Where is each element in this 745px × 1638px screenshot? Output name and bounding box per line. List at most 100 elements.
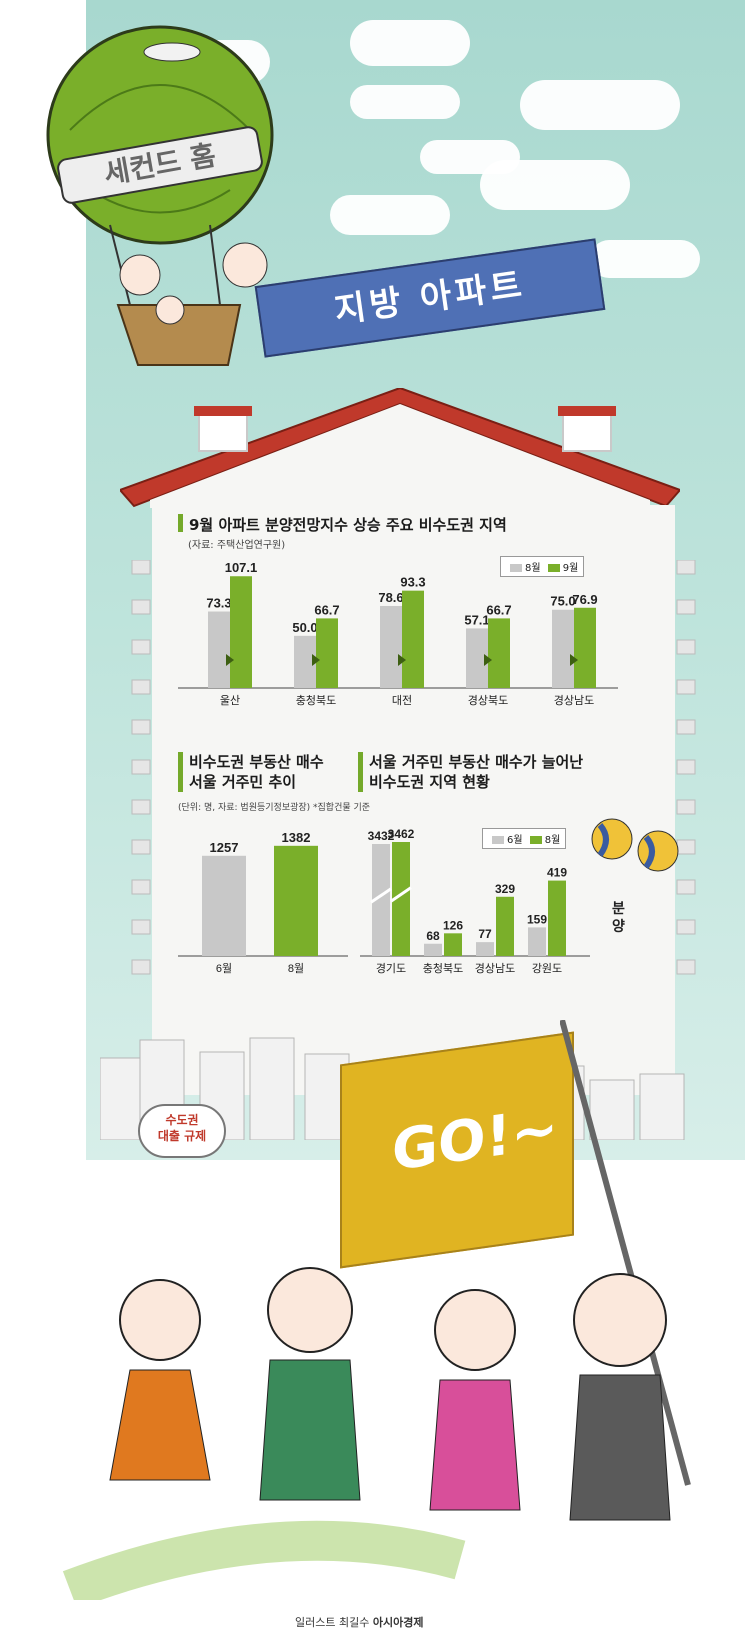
chart3-value-label: 159 bbox=[527, 912, 547, 926]
chart3-value-label: 3462 bbox=[388, 827, 415, 841]
legend-9월: 9월 bbox=[562, 563, 579, 574]
chart3-bar bbox=[476, 942, 494, 956]
chart3-title: 서울 거주민 부동산 매수가 늘어난 비수도권 지역 현황 bbox=[358, 752, 583, 792]
speech-line1: 수도권 bbox=[165, 1113, 199, 1127]
chart3-category-label: 경기도 bbox=[376, 962, 406, 975]
chart3-category-label: 강원도 bbox=[532, 962, 562, 975]
chart3-bar bbox=[372, 844, 390, 956]
chart1-bar bbox=[488, 618, 510, 688]
illustration-credit: 일러스트 최길수 아시아경제 bbox=[295, 1614, 423, 1630]
legend-8월: 8월 bbox=[525, 563, 541, 574]
chart2-title: 비수도권 부동산 매수 서울 거주민 추이 bbox=[178, 752, 324, 792]
chart3-axis-break bbox=[390, 886, 412, 903]
chart1-bar bbox=[294, 635, 316, 688]
chart3-value-label: 419 bbox=[547, 866, 567, 880]
credit-prefix: 일러스트 최길수 bbox=[295, 1616, 370, 1629]
chart1-bar bbox=[574, 607, 596, 688]
chimney-right bbox=[558, 406, 616, 452]
chart2-category-label: 6월 bbox=[216, 962, 232, 975]
chart1-value-label: 78.6 bbox=[378, 590, 403, 605]
chart1-legend: 8월 9월 bbox=[500, 556, 585, 577]
chart1-value-label: 66.7 bbox=[314, 602, 339, 617]
chart1-value-label: 66.7 bbox=[486, 602, 511, 617]
chart2-bar bbox=[274, 845, 318, 956]
chart3-title-line1: 서울 거주민 부동산 매수가 늘어난 bbox=[369, 753, 584, 771]
chart1-title: 9월 아파트 분양전망지수 상승 주요 비수도권 지역 bbox=[178, 514, 507, 535]
chart1-bar bbox=[466, 628, 488, 688]
chart3-bar bbox=[548, 880, 566, 956]
running-people bbox=[62, 1267, 671, 1600]
chart1-plot: 73.3107.1울산50.066.7충청북도78.693.3대전57.166.… bbox=[178, 560, 618, 707]
chart2-title-line2: 서울 거주민 추이 bbox=[189, 773, 297, 791]
chart1-value-label: 50.0 bbox=[292, 620, 317, 635]
chart3-bar bbox=[528, 927, 546, 956]
chart1-category-label: 대전 bbox=[392, 694, 412, 707]
chart2-title-line1: 비수도권 부동산 매수 bbox=[189, 753, 324, 771]
chart1-arrow-icon bbox=[398, 654, 406, 666]
credit-brand: 아시아경제 bbox=[372, 1616, 424, 1629]
chart3-category-label: 충청북도 bbox=[423, 962, 463, 975]
chart1-title-text: 9월 아파트 분양전망지수 상승 주요 비수도권 지역 bbox=[189, 516, 507, 534]
cloud bbox=[350, 20, 470, 66]
chart1-bar bbox=[316, 618, 338, 688]
chart1-bar bbox=[380, 605, 402, 688]
chart1-bar bbox=[208, 611, 230, 688]
chart3-legend: 6월 8월 bbox=[482, 828, 567, 849]
flag-label: GO!~ bbox=[392, 1095, 559, 1185]
chart1-value-label: 93.3 bbox=[400, 575, 425, 590]
legend-6월: 6월 bbox=[507, 835, 523, 846]
chart3-value-label: 126 bbox=[443, 918, 463, 932]
cloud bbox=[350, 85, 460, 119]
cloud bbox=[330, 195, 450, 235]
cloud bbox=[590, 240, 700, 278]
cloud bbox=[520, 80, 680, 130]
chart2-value-label: 1257 bbox=[210, 840, 239, 855]
chimney-left bbox=[194, 406, 252, 452]
chart1-category-label: 경상남도 bbox=[554, 694, 594, 707]
chart1-category-label: 충청북도 bbox=[296, 694, 336, 707]
chart2-category-label: 8월 bbox=[288, 962, 304, 975]
chart1-arrow-icon bbox=[484, 654, 492, 666]
party-balloons bbox=[591, 818, 679, 872]
chart1-arrow-icon bbox=[312, 654, 320, 666]
chart3-category-label: 경상남도 bbox=[475, 962, 515, 975]
chart1-value-label: 107.1 bbox=[225, 560, 258, 575]
chart3-value-label: 3432 bbox=[368, 829, 395, 843]
chart2-value-label: 1382 bbox=[282, 830, 311, 845]
chart1-value-label: 57.1 bbox=[464, 612, 489, 627]
windows-right bbox=[676, 560, 696, 975]
chart2-bar bbox=[202, 855, 246, 956]
go-flag: GO!~ bbox=[340, 1031, 574, 1269]
chart3-bar bbox=[496, 896, 514, 956]
flag-pole bbox=[560, 1020, 691, 1486]
chart3-axis-break bbox=[370, 887, 392, 904]
cloud bbox=[480, 160, 630, 210]
chart2-plot: 1257 6월 1382 8월 bbox=[178, 830, 348, 975]
house-roof bbox=[120, 388, 680, 508]
chart1-value-label: 76.9 bbox=[572, 592, 597, 607]
chart3-bar bbox=[424, 943, 442, 956]
chart3-bar bbox=[444, 933, 462, 956]
chart1-bar bbox=[230, 576, 252, 688]
chart1-category-label: 울산 bbox=[220, 694, 240, 707]
chart2-note: (단위: 명, 자료: 법원등기정보광장) *집합건물 기준 bbox=[178, 803, 371, 813]
chart1-bar bbox=[402, 590, 424, 688]
chart3-value-label: 77 bbox=[478, 927, 492, 941]
chart3-value-label: 68 bbox=[426, 929, 440, 943]
chart3-value-label: 329 bbox=[495, 882, 515, 896]
chart1-arrow-icon bbox=[226, 654, 234, 666]
speech-line2: 대출 규제 bbox=[157, 1129, 207, 1143]
chart1-arrow-icon bbox=[570, 654, 578, 666]
chart3-title-line2: 비수도권 지역 현황 bbox=[369, 773, 490, 791]
chart1-bar bbox=[552, 609, 574, 688]
chart1-value-label: 75.0 bbox=[550, 594, 575, 609]
tag-vertical-label: 분양 bbox=[612, 901, 625, 935]
chart1-category-label: 경상북도 bbox=[468, 694, 508, 707]
legend-8월: 8월 bbox=[544, 835, 561, 846]
chart1-source: (자료: 주택산업연구원) bbox=[188, 540, 286, 551]
chart1-value-label: 73.3 bbox=[206, 596, 231, 611]
speech-bubble: 수도권 대출 규제 bbox=[138, 1104, 226, 1158]
chart3-bar bbox=[392, 842, 410, 956]
